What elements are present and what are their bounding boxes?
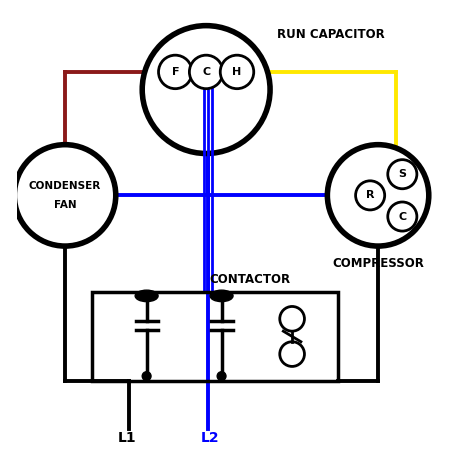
Text: S: S <box>398 169 406 179</box>
Text: L2: L2 <box>201 431 220 445</box>
Circle shape <box>356 181 385 210</box>
Circle shape <box>142 372 151 381</box>
Circle shape <box>14 145 116 246</box>
Circle shape <box>190 55 223 89</box>
Circle shape <box>388 160 417 189</box>
Text: F: F <box>172 67 179 77</box>
Circle shape <box>388 202 417 231</box>
Circle shape <box>142 26 270 154</box>
Text: CONTACTOR: CONTACTOR <box>210 273 291 286</box>
Bar <box>91 292 338 381</box>
Text: R: R <box>366 190 374 200</box>
Text: RUN CAPACITOR: RUN CAPACITOR <box>277 28 384 41</box>
Text: C: C <box>398 211 406 221</box>
Text: CONDENSER: CONDENSER <box>29 180 101 191</box>
Circle shape <box>217 372 226 381</box>
Text: FAN: FAN <box>54 200 76 210</box>
Text: C: C <box>202 67 210 77</box>
Circle shape <box>328 145 429 246</box>
Ellipse shape <box>210 290 233 302</box>
Text: COMPRESSOR: COMPRESSOR <box>332 257 424 270</box>
Text: L1: L1 <box>118 431 136 445</box>
Circle shape <box>220 55 254 89</box>
Text: H: H <box>232 67 242 77</box>
Circle shape <box>158 55 192 89</box>
Ellipse shape <box>135 290 158 302</box>
